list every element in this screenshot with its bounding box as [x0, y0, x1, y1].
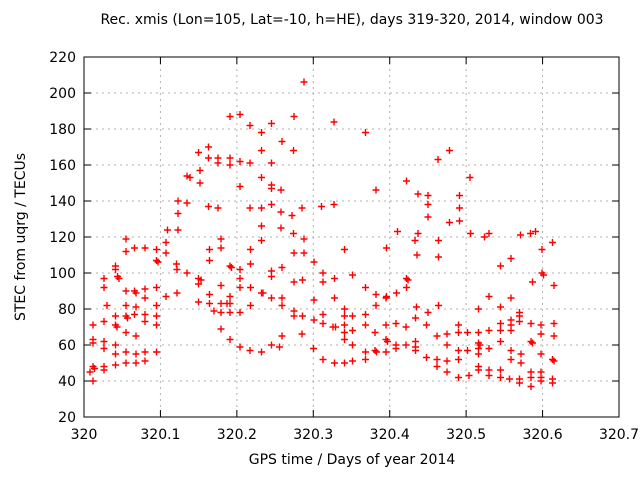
x-tick-label: 320 — [71, 427, 98, 443]
grid-lines — [84, 57, 619, 417]
x-tick-label: 320.2 — [217, 427, 257, 443]
y-tick-label: 120 — [49, 230, 76, 246]
tick-labels: 320 320.1 320.2 320.3 320.4 320.5 320.6 320.7 20… — [49, 50, 639, 443]
y-tick-label: 60 — [58, 338, 76, 354]
y-tick-label: 180 — [49, 122, 76, 138]
x-tick-label: 320.1 — [140, 427, 180, 443]
x-tick-label: 320.4 — [370, 427, 410, 443]
x-tick-label: 320.3 — [293, 427, 333, 443]
x-tick-label: 320.7 — [599, 427, 639, 443]
x-axis-label: GPS time / Days of year 2014 — [248, 452, 456, 468]
tick-marks — [83, 56, 620, 418]
x-tick-label: 320.6 — [523, 427, 563, 443]
y-tick-label: 200 — [49, 86, 76, 102]
y-tick-label: 160 — [49, 158, 76, 174]
y-tick-label: 140 — [49, 194, 76, 210]
chart-title: Rec. xmis (Lon=105, Lat=-10, h=HE), days… — [100, 12, 604, 28]
y-tick-label: 220 — [49, 50, 76, 66]
y-tick-label: 100 — [49, 266, 76, 282]
data-points — [86, 78, 558, 390]
x-tick-label: 320.5 — [446, 427, 486, 443]
plot-border — [83, 56, 620, 418]
y-tick-label: 80 — [58, 302, 76, 318]
y-tick-label: 20 — [58, 410, 76, 426]
y-tick-label: 40 — [58, 374, 76, 390]
